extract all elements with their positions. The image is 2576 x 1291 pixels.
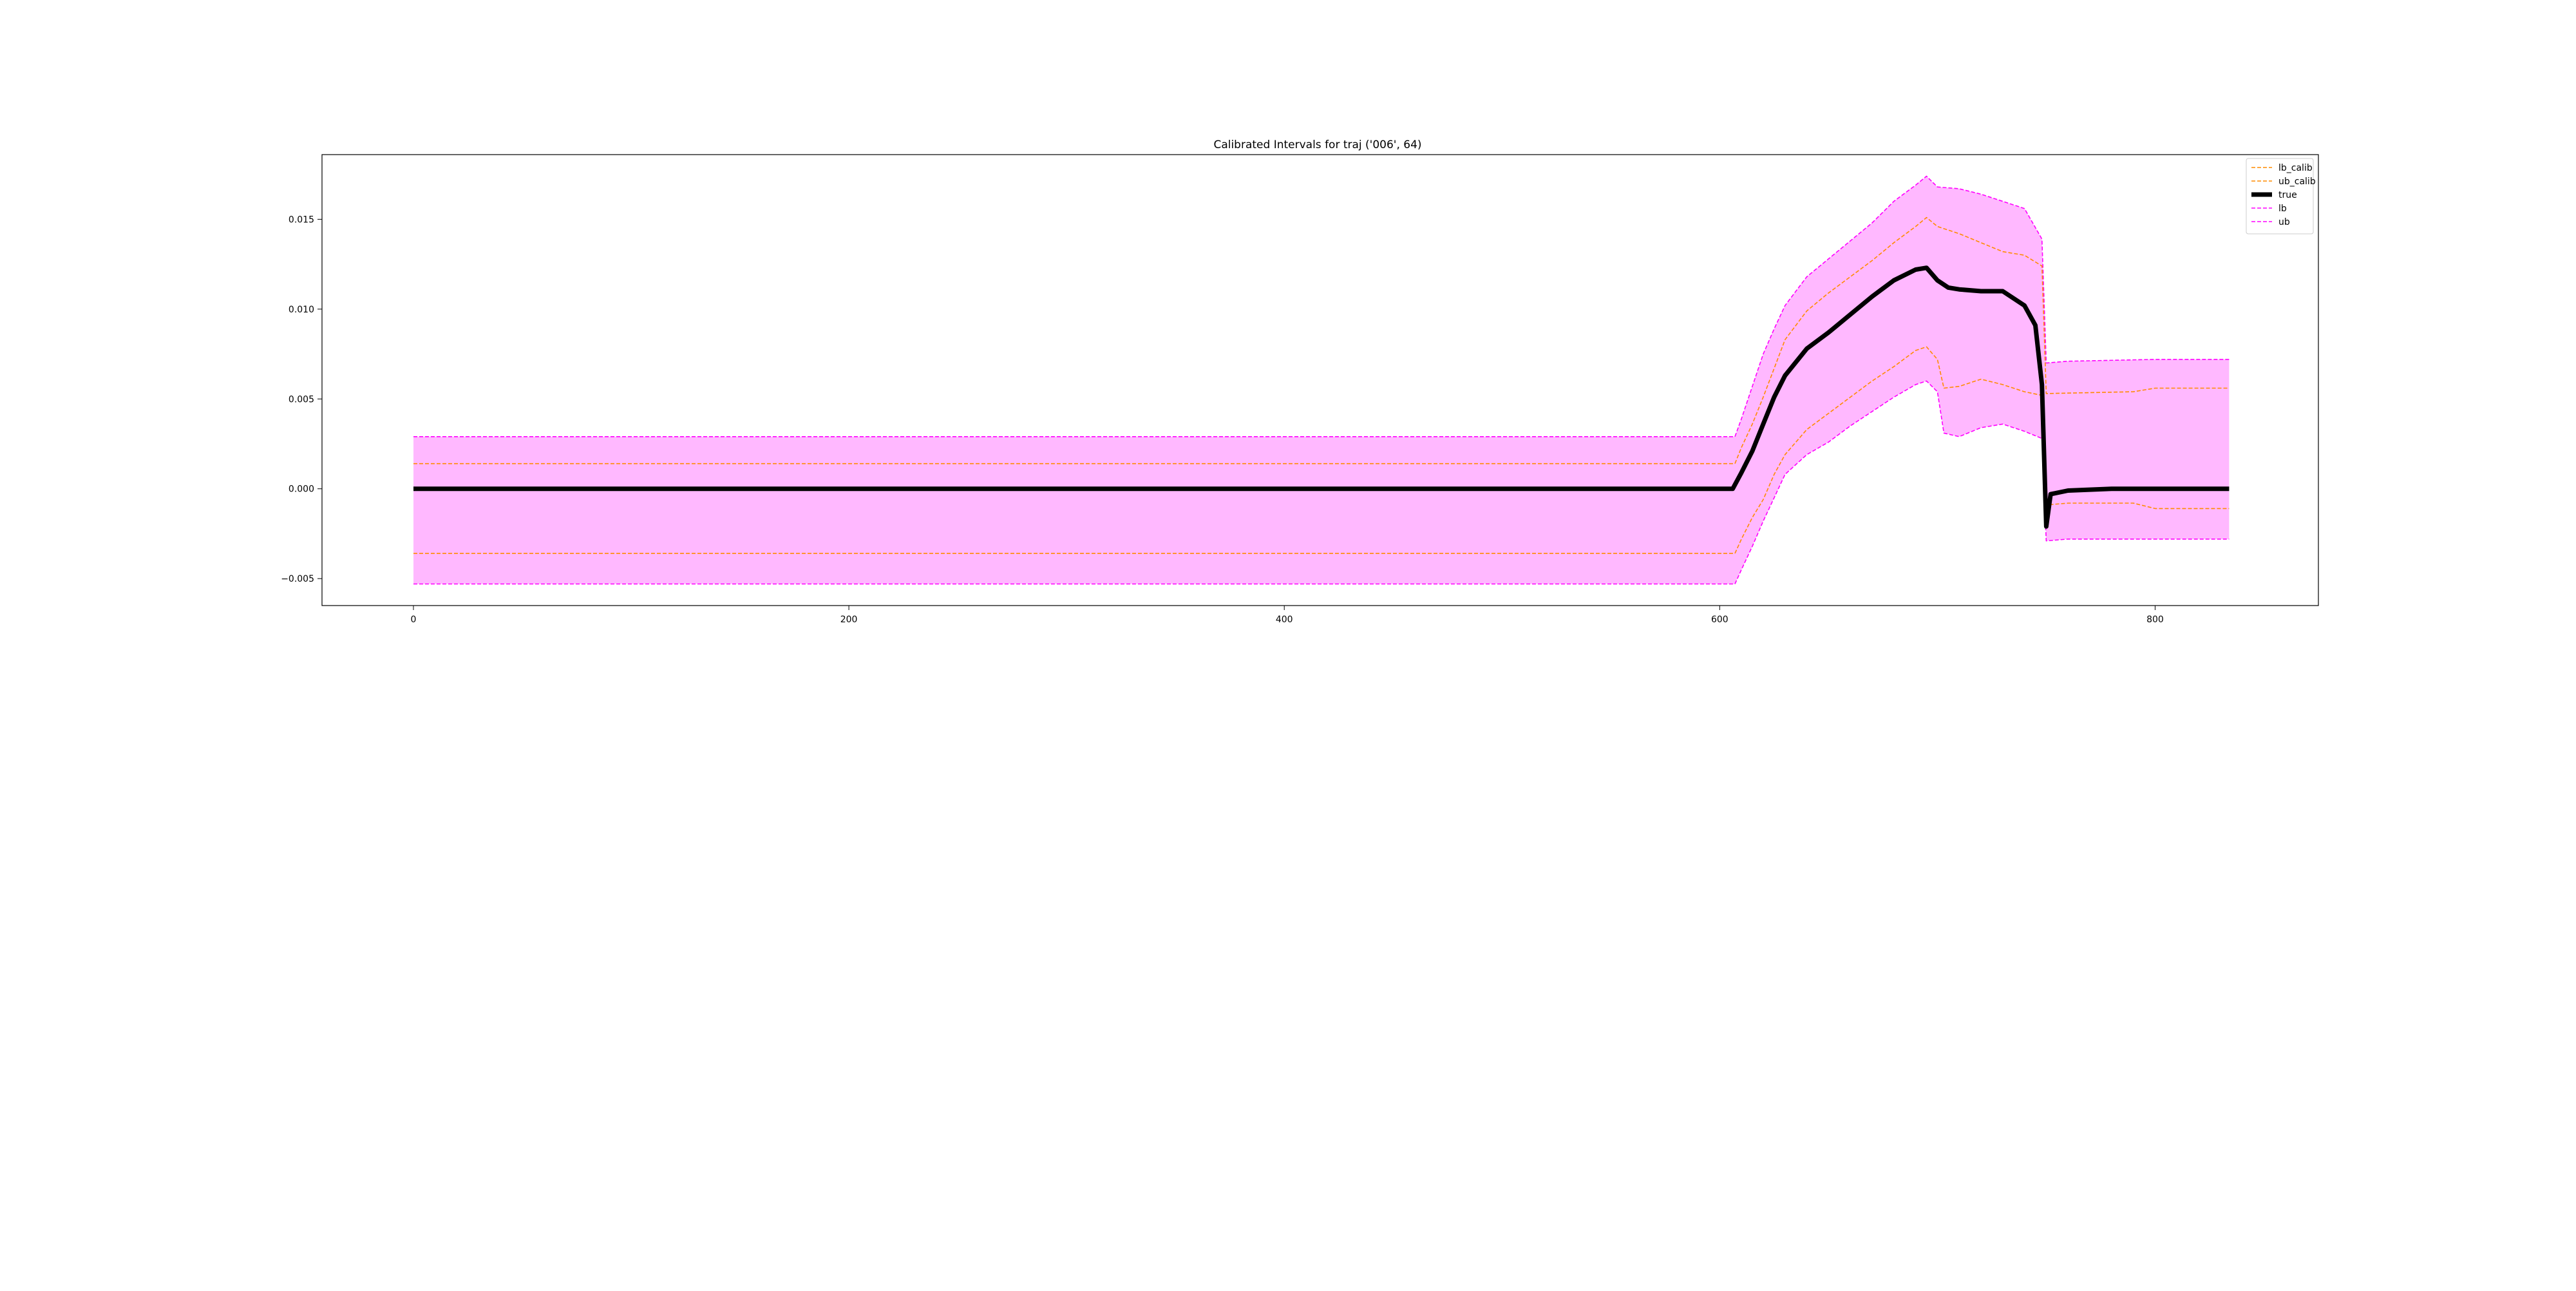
series-line-ub-calib <box>413 216 2230 464</box>
y-tick-label: −0.005 <box>281 574 314 584</box>
x-tick-label: 800 <box>2146 615 2164 625</box>
x-tick-label: 200 <box>840 615 858 625</box>
y-tick-label: 0.010 <box>289 305 314 315</box>
legend-label: ub_calib <box>2278 177 2316 187</box>
y-tick-label: 0.005 <box>289 394 314 405</box>
legend-label: ub <box>2278 217 2290 227</box>
y-tick-label: 0.000 <box>289 484 314 495</box>
x-tick-label: 600 <box>1711 615 1728 625</box>
legend-box <box>2246 158 2314 234</box>
chart-title: Calibrated Intervals for traj ('006', 64… <box>1213 139 1421 151</box>
legend-label: lb_calib <box>2278 163 2313 173</box>
y-tick-label: 0.015 <box>289 215 314 225</box>
legend-label: lb <box>2278 204 2287 214</box>
axes-frame <box>321 154 2319 606</box>
series-line-true <box>413 265 2230 529</box>
series-line-lb <box>413 380 2230 585</box>
interval-fill <box>413 176 2230 584</box>
legend-label: true <box>2278 190 2297 200</box>
x-tick-label: 0 <box>411 615 417 625</box>
series-line-ub <box>413 175 2230 437</box>
x-tick-label: 400 <box>1276 615 1293 625</box>
